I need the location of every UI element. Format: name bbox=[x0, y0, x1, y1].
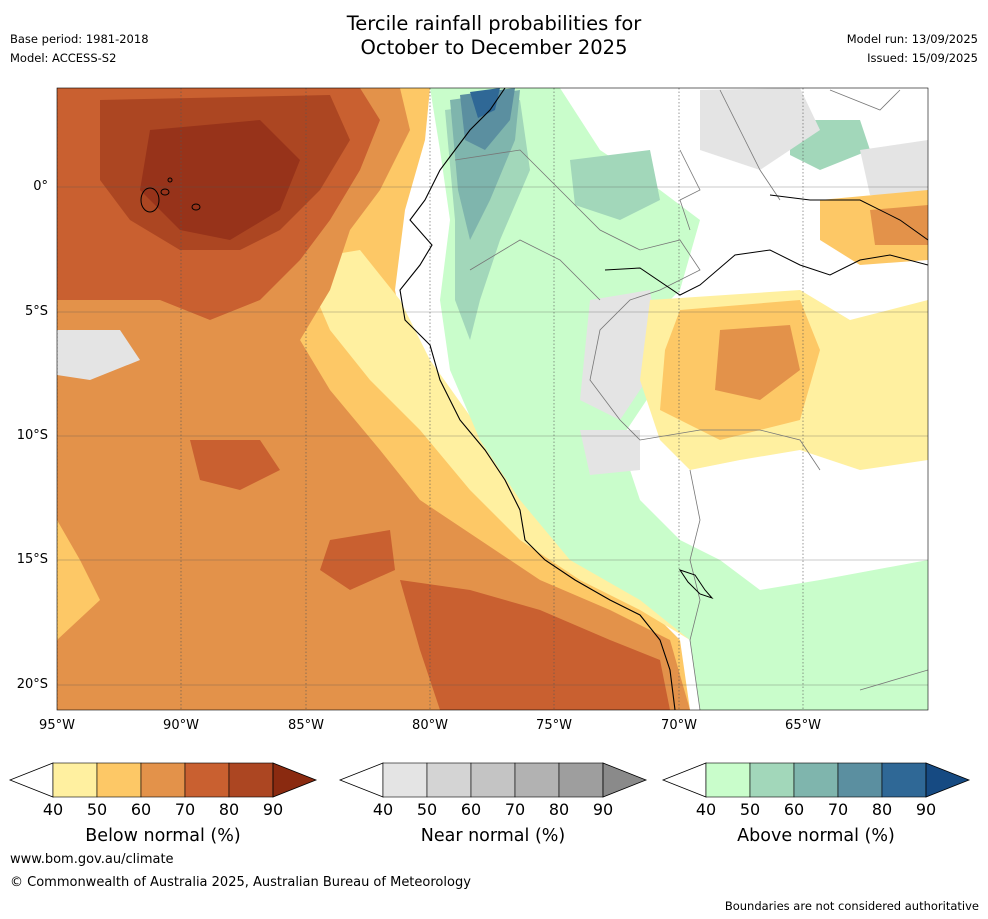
longitude-gridlines bbox=[57, 88, 804, 710]
galapagos-islands bbox=[140, 177, 201, 213]
cb-below-tick: 70 bbox=[174, 800, 196, 819]
cb-below-tick: 40 bbox=[42, 800, 64, 819]
near-40-patch-4 bbox=[57, 330, 140, 380]
model-label: Model: ACCESS-S2 bbox=[10, 51, 117, 65]
cb-above-tick: 80 bbox=[871, 800, 893, 819]
below-60-ne bbox=[870, 205, 928, 245]
cb-near-tick: 40 bbox=[372, 800, 394, 819]
near-40-patch-2 bbox=[700, 88, 820, 170]
cb-below-tick: 50 bbox=[86, 800, 108, 819]
cb-near-tick: 90 bbox=[592, 800, 614, 819]
below-90-region bbox=[140, 120, 300, 240]
cb-near-tick: 50 bbox=[416, 800, 438, 819]
footer-disclaimer: Boundaries are not considered authoritat… bbox=[724, 899, 979, 913]
near-40-patch-5 bbox=[580, 430, 640, 475]
colorbar-above bbox=[661, 762, 971, 798]
cb-below-tick: 90 bbox=[262, 800, 284, 819]
lon-label-85w: 85°W bbox=[288, 718, 324, 733]
map-area bbox=[57, 88, 928, 710]
cb-below-title: Below normal (%) bbox=[85, 826, 241, 846]
above-40-region bbox=[430, 88, 928, 710]
near-40-patch-3 bbox=[860, 140, 928, 200]
amazon-river bbox=[604, 194, 928, 296]
cb-below-tick: 80 bbox=[218, 800, 240, 819]
title-line-1: Tercile rainfall probabilities for bbox=[346, 12, 642, 35]
below-70-patch-mid bbox=[190, 440, 280, 490]
issued-label: Issued: 15/09/2025 bbox=[867, 51, 978, 65]
cb-above-tick: 70 bbox=[827, 800, 849, 819]
cb-near-title: Near normal (%) bbox=[420, 826, 566, 846]
lat-label-10s: 10°S bbox=[16, 428, 48, 443]
coastline bbox=[399, 88, 676, 710]
above-80-region bbox=[470, 88, 500, 118]
colorbar-below bbox=[8, 762, 318, 798]
lon-label-95w: 95°W bbox=[39, 718, 75, 733]
cb-near-tick: 70 bbox=[504, 800, 526, 819]
cb-near-tick: 80 bbox=[548, 800, 570, 819]
below-40-region bbox=[300, 250, 690, 640]
below-70-patch-south bbox=[400, 580, 670, 710]
cb-above-tick: 50 bbox=[739, 800, 761, 819]
lat-label-15s: 15°S bbox=[16, 552, 48, 567]
footer-copyright: © Commonwealth of Australia 2025, Austra… bbox=[10, 875, 471, 890]
cb-above-title: Above normal (%) bbox=[737, 826, 895, 846]
below-60-east bbox=[715, 325, 800, 400]
cb-below-tick: 60 bbox=[130, 800, 152, 819]
lon-label-75w: 75°W bbox=[536, 718, 572, 733]
lat-label-0: 0° bbox=[33, 179, 48, 194]
lat-label-5s: 5°S bbox=[24, 304, 48, 319]
model-run-label: Model run: 13/09/2025 bbox=[846, 32, 978, 46]
lon-label-90w: 90°W bbox=[163, 718, 199, 733]
lon-label-70w: 70°W bbox=[661, 718, 697, 733]
chart-title: Tercile rainfall probabilities for Octob… bbox=[0, 12, 988, 60]
near-40-patch-1 bbox=[580, 290, 660, 420]
cb-above-tick: 60 bbox=[783, 800, 805, 819]
country-borders bbox=[454, 89, 928, 710]
cb-above-tick: 40 bbox=[695, 800, 717, 819]
title-line-2: October to December 2025 bbox=[360, 36, 628, 59]
lon-label-80w: 80°W bbox=[412, 718, 448, 733]
lake-titicaca bbox=[678, 569, 714, 600]
footer-url: www.bom.gov.au/climate bbox=[10, 852, 174, 867]
map-frame bbox=[56, 87, 929, 711]
above-50-patch-east bbox=[570, 150, 660, 220]
cb-near-tick: 60 bbox=[460, 800, 482, 819]
lon-label-65w: 65°W bbox=[785, 718, 821, 733]
lat-label-20s: 20°S bbox=[16, 677, 48, 692]
base-period-label: Base period: 1981-2018 bbox=[10, 32, 149, 46]
colorbar-near bbox=[338, 762, 648, 798]
cb-above-tick: 90 bbox=[915, 800, 937, 819]
